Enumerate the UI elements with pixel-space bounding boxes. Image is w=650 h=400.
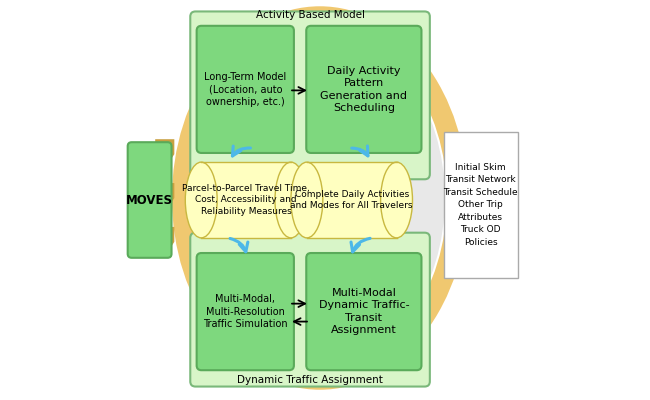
Ellipse shape [381,162,413,238]
Ellipse shape [185,162,217,238]
FancyArrowPatch shape [230,238,248,252]
FancyBboxPatch shape [197,26,294,153]
Text: Complete Daily Activities
and Modes for All Travelers: Complete Daily Activities and Modes for … [291,190,413,210]
Ellipse shape [192,27,447,369]
Text: Multi-Modal,
Multi-Resolution
Traffic Simulation: Multi-Modal, Multi-Resolution Traffic Si… [203,294,287,329]
Bar [444,132,517,278]
Text: Activity Based Model: Activity Based Model [255,10,365,20]
Bar [202,162,291,238]
FancyBboxPatch shape [197,253,294,370]
Ellipse shape [195,29,445,367]
Ellipse shape [275,162,307,238]
FancyBboxPatch shape [306,26,421,153]
Text: Long-Term Model
(Location, auto
ownership, etc.): Long-Term Model (Location, auto ownershi… [204,72,287,107]
Text: MOVES: MOVES [126,194,173,206]
Text: Dynamic Traffic Assignment: Dynamic Traffic Assignment [237,375,383,385]
Ellipse shape [172,6,468,390]
Text: Initial Skim
Transit Network
Transit Schedule
Other Trip
Attributes
Truck OD
Pol: Initial Skim Transit Network Transit Sch… [443,163,518,247]
FancyBboxPatch shape [306,253,421,370]
FancyArrowPatch shape [233,146,250,156]
FancyArrowPatch shape [351,238,370,252]
Polygon shape [465,187,484,217]
Text: Daily Activity
Pattern
Generation and
Scheduling: Daily Activity Pattern Generation and Sc… [320,66,408,113]
FancyBboxPatch shape [190,12,430,179]
FancyBboxPatch shape [127,142,172,258]
Polygon shape [155,227,174,257]
FancyArrowPatch shape [352,146,368,156]
Text: Multi-Modal
Dynamic Traffic-
Transit
Assignment: Multi-Modal Dynamic Traffic- Transit Ass… [318,288,410,335]
Polygon shape [155,183,174,213]
FancyBboxPatch shape [190,233,430,386]
Text: Parcel-to-Parcel Travel Time,
Cost, Accessibility and
Reliability Measures: Parcel-to-Parcel Travel Time, Cost, Acce… [182,184,310,216]
Polygon shape [465,143,484,173]
Polygon shape [155,139,174,169]
Bar [307,162,396,238]
Polygon shape [465,231,484,261]
Ellipse shape [291,162,323,238]
